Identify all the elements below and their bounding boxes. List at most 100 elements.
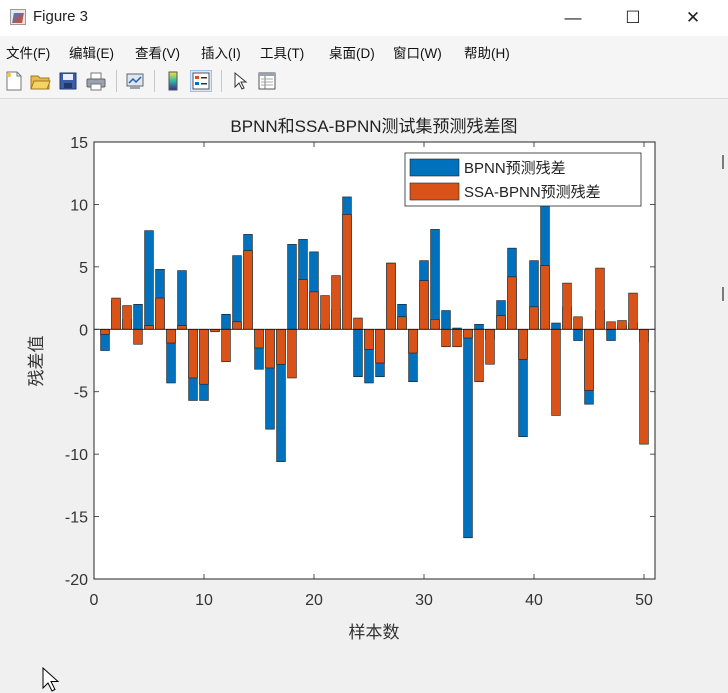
bar-ssa-bpnn <box>496 315 506 330</box>
toolbar-separator <box>154 70 155 92</box>
bar-ssa-bpnn <box>639 328 649 445</box>
bar-ssa-bpnn <box>452 328 462 348</box>
bar-ssa-bpnn <box>364 328 374 350</box>
x-tick-label: 10 <box>195 592 213 609</box>
bar-ssa-bpnn <box>562 282 572 330</box>
bar-ssa-bpnn <box>111 297 121 330</box>
bar-ssa-bpnn <box>606 321 616 330</box>
bar-ssa-bpnn <box>463 328 473 339</box>
menu-insert[interactable]: 插入(I) <box>201 46 241 61</box>
y-tick-label: -20 <box>65 572 88 589</box>
y-tick-label: -10 <box>65 447 88 464</box>
bar-ssa-bpnn <box>309 291 319 330</box>
menu-bar: 文件(F) 编辑(E) 查看(V) 插入(I) 工具(T) 桌面(D) 窗口(W… <box>0 36 728 92</box>
bar-ssa-bpnn <box>232 321 242 330</box>
bar-ssa-bpnn <box>441 328 451 348</box>
menu-help[interactable]: 帮助(H) <box>464 46 510 61</box>
legend-icon[interactable] <box>190 70 212 92</box>
residual-bar-chart: 0 10 20 30 40 50 -20 -15 -10 -5 0 5 10 15 BPNN和SSA-BP… <box>27 117 656 642</box>
bar-bpnn <box>232 255 242 330</box>
menu-edit[interactable]: 编辑(E) <box>69 46 114 61</box>
bar-ssa-bpnn <box>430 318 440 330</box>
figure-canvas: 0 10 20 30 40 50 -20 -15 -10 -5 0 5 10 15 BPNN和SSA-BP… <box>0 99 728 692</box>
bar-ssa-bpnn <box>265 328 275 369</box>
x-tick-label: 50 <box>635 592 653 609</box>
bar-ssa-bpnn <box>331 275 341 330</box>
bar-ssa-bpnn <box>199 328 209 385</box>
minimize-button[interactable]: — <box>564 8 582 27</box>
bar-ssa-bpnn <box>287 328 297 379</box>
axes-background <box>94 142 655 579</box>
legend-label-bpnn: BPNN预测残差 <box>464 160 566 177</box>
legend[interactable]: BPNN预测残差 SSA-BPNN预测残差 <box>404 152 642 207</box>
edge-marker <box>722 287 724 301</box>
bar-ssa-bpnn <box>551 328 561 416</box>
menu-tools[interactable]: 工具(T) <box>260 46 305 61</box>
bar-ssa-bpnn <box>595 267 605 330</box>
mouse-cursor-icon <box>42 667 60 692</box>
toolbar-separator <box>116 70 117 92</box>
menu-window[interactable]: 窗口(W) <box>393 46 442 61</box>
bar-ssa-bpnn <box>507 276 517 330</box>
close-button[interactable]: ✕ <box>685 8 701 27</box>
bar-ssa-bpnn <box>133 328 143 345</box>
save-icon[interactable] <box>57 70 79 92</box>
open-file-icon[interactable] <box>29 70 51 92</box>
bar-ssa-bpnn <box>540 265 550 330</box>
legend-label-ssa-bpnn: SSA-BPNN预测残差 <box>464 184 601 201</box>
bar-ssa-bpnn <box>243 250 253 330</box>
bar-ssa-bpnn <box>122 305 132 330</box>
property-inspector-icon[interactable] <box>256 70 278 92</box>
bar-ssa-bpnn <box>375 328 385 364</box>
bar-bpnn <box>177 270 187 330</box>
bar-ssa-bpnn <box>408 328 418 354</box>
bar-ssa-bpnn <box>518 328 528 360</box>
bar-bpnn <box>353 328 363 378</box>
bar-ssa-bpnn <box>529 306 539 330</box>
maximize-button[interactable]: ☐ <box>625 8 641 27</box>
bar-bpnn <box>133 304 143 330</box>
bar-ssa-bpnn <box>155 297 165 330</box>
link-plot-icon[interactable] <box>124 70 146 92</box>
bar-ssa-bpnn <box>342 214 352 330</box>
bar-ssa-bpnn <box>144 325 154 330</box>
colorbar-icon[interactable] <box>162 70 184 92</box>
toolbar-separator <box>221 70 222 92</box>
bar-ssa-bpnn <box>353 317 363 330</box>
bar-bpnn <box>551 322 561 330</box>
y-tick-label: 10 <box>70 197 88 214</box>
bar-ssa-bpnn <box>188 328 198 379</box>
new-figure-icon[interactable] <box>3 70 25 92</box>
bar-ssa-bpnn <box>485 328 495 365</box>
bar-ssa-bpnn <box>386 262 396 330</box>
y-tick-label: 0 <box>79 322 88 339</box>
bar-ssa-bpnn <box>100 328 110 335</box>
bar-ssa-bpnn <box>298 279 308 330</box>
bar-bpnn <box>287 244 297 330</box>
bar-ssa-bpnn <box>320 295 330 330</box>
menu-desktop[interactable]: 桌面(D) <box>329 46 375 61</box>
bar-ssa-bpnn <box>397 316 407 330</box>
x-tick-label: 20 <box>305 592 323 609</box>
print-icon[interactable] <box>85 70 107 92</box>
x-tick-label: 0 <box>90 592 99 609</box>
axes-box <box>93 141 656 580</box>
toolbar <box>0 64 728 99</box>
x-tick-label: 30 <box>415 592 433 609</box>
bar-ssa-bpnn <box>584 328 594 391</box>
menu-file[interactable]: 文件(F) <box>6 46 51 61</box>
bar-ssa-bpnn <box>419 280 429 330</box>
legend-swatch-ssa-bpnn <box>409 182 460 201</box>
y-tick-label: 15 <box>70 135 88 152</box>
y-axis-label: 残差值 <box>27 336 46 387</box>
menu-view[interactable]: 查看(V) <box>135 46 180 61</box>
y-tick-label: 5 <box>79 260 88 277</box>
x-tick-label: 40 <box>525 592 543 609</box>
matlab-figure-icon <box>10 9 26 25</box>
title-bar: Figure 3 — ☐ ✕ <box>0 0 728 36</box>
pointer-icon[interactable] <box>229 70 251 92</box>
bar-ssa-bpnn <box>276 328 286 365</box>
y-tick-label: -5 <box>74 385 88 402</box>
y-tick-label: -15 <box>65 510 88 527</box>
bar-bpnn <box>430 229 440 330</box>
